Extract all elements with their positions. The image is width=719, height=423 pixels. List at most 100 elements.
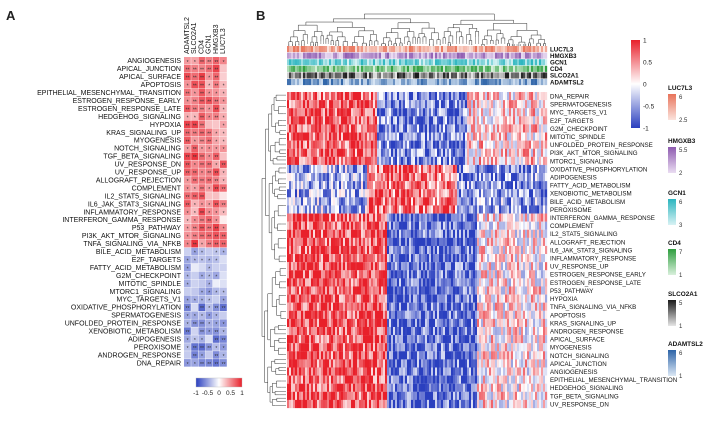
panel-b-heatmap-cell [519, 140, 522, 149]
panel-b-heatmap-cell [429, 286, 432, 295]
panel-b-track-cell [289, 65, 292, 72]
panel-b-heatmap-cell [345, 245, 348, 255]
panel-a-significance-mark: * [208, 282, 210, 288]
panel-b-heatmap-cell [383, 164, 386, 174]
panel-b-heatmap-cell [407, 156, 410, 166]
panel-b-track-cell [467, 65, 470, 72]
panel-b-heatmap-cell [307, 140, 310, 149]
panel-b-heatmap-cell [505, 221, 508, 230]
panel-b-track-cell [371, 52, 374, 59]
panel-b-track-cell [497, 59, 500, 66]
panel-b-heatmap-cell [505, 262, 508, 271]
panel-b-heatmap-cell [291, 262, 294, 271]
panel-b-heatmap-cell [473, 310, 476, 319]
panel-b-heatmap-cell [485, 100, 488, 109]
panel-b-heatmap-cell [531, 132, 534, 141]
panel-b-heatmap-cell [437, 140, 440, 149]
panel-b-heatmap-cell [299, 221, 302, 230]
panel-b-heatmap-cell [543, 197, 546, 206]
panel-b-heatmap-cell [379, 286, 382, 295]
panel-b-heatmap-cell [513, 205, 516, 214]
panel-b-track-cell [303, 52, 306, 59]
panel-b-heatmap-cell [395, 181, 398, 190]
panel-b-track-cell [323, 59, 326, 66]
panel-b-heatmap-cell [351, 286, 354, 295]
panel-b-heatmap-cell [483, 124, 486, 133]
panel-b-track-cell [297, 72, 300, 79]
panel-b-heatmap-cell [387, 116, 390, 125]
panel-b-heatmap-cell [459, 229, 462, 238]
panel-a-cell [220, 359, 227, 367]
panel-b-track-cell [481, 72, 484, 79]
panel-b-track-cell [507, 72, 510, 79]
panel-b-track-cell [365, 79, 368, 86]
panel-b-heatmap-cell [529, 132, 532, 141]
panel-b-track-cell [327, 79, 330, 86]
panel-b-heatmap-cell [425, 140, 428, 149]
panel-b-heatmap-cell [417, 148, 420, 157]
panel-b-heatmap-cell [399, 148, 402, 157]
panel-b-track-cell [505, 52, 508, 59]
panel-b-heatmap-cell [541, 92, 544, 101]
panel-b-heatmap-cell [481, 148, 484, 157]
panel-b-heatmap-cell [491, 124, 494, 133]
panel-b-track-cell [475, 65, 478, 72]
panel-b-heatmap-cell [375, 92, 378, 101]
panel-b-heatmap-cell [517, 140, 520, 149]
panel-b-heatmap-cell [529, 100, 532, 109]
panel-b-heatmap-cell [451, 148, 454, 157]
panel-b-heatmap-cell [431, 181, 434, 190]
panel-b-heatmap-cell [309, 245, 312, 255]
panel-a-cell [212, 263, 220, 272]
panel-b-heatmap-cell [461, 213, 464, 222]
panel-b-heatmap-cell [377, 262, 380, 271]
panel-b-heatmap-cell [329, 245, 332, 255]
panel-b-heatmap-cell [501, 254, 504, 263]
panel-b-heatmap-cell [315, 164, 318, 174]
panel-b-heatmap-cell [455, 245, 458, 255]
panel-b-heatmap-cell [485, 148, 488, 157]
panel-b-heatmap-cell [365, 229, 368, 238]
panel-b-heatmap-cell [449, 229, 452, 238]
panel-b-track-cell [301, 59, 304, 66]
panel-b-heatmap-cell [295, 92, 298, 101]
panel-a-cell [220, 72, 227, 81]
panel-b-heatmap-cell [325, 221, 328, 230]
panel-b-track-cell [333, 46, 336, 53]
panel-b-track-cell [399, 79, 402, 86]
panel-b-heatmap-cell [455, 181, 458, 190]
panel-a-cell [198, 247, 206, 256]
panel-b-heatmap-cell [437, 132, 440, 141]
panel-b-heatmap-cell [525, 189, 528, 198]
panel-b-heatmap-cell [341, 140, 344, 149]
panel-b-heatmap-cell [377, 181, 380, 190]
panel-b-heatmap-cell [297, 310, 300, 319]
panel-b-heatmap-cell [489, 189, 492, 198]
panel-b-heatmap-cell [483, 254, 486, 263]
panel-b-heatmap-cell [511, 286, 514, 295]
panel-b-track-cell [449, 52, 452, 59]
panel-b-heatmap-cell [399, 116, 402, 125]
panel-a-cell [198, 255, 206, 264]
panel-b-heatmap-cell [355, 181, 358, 190]
panel-b-heatmap-cell [509, 270, 512, 279]
panel-a-significance-mark: ** [207, 179, 211, 185]
panel-b-heatmap-cell [405, 213, 408, 222]
panel-b-heatmap-cell [353, 173, 356, 182]
panel-b-heatmap-cell [335, 148, 338, 157]
panel-b-heatmap-cell [429, 156, 432, 166]
panel-b-heatmap-cell [523, 132, 526, 141]
panel-b-heatmap-cell [417, 213, 420, 222]
panel-b-track-cell [369, 59, 372, 66]
panel-a-cell [198, 359, 206, 367]
panel-b-heatmap-cell [465, 213, 468, 222]
panel-b-heatmap-cell [299, 132, 302, 141]
panel-b-heatmap-cell [541, 173, 544, 182]
panel-a-significance-mark: * [187, 84, 189, 90]
panel-a-cell [220, 295, 227, 304]
panel-b-heatmap-cell [519, 156, 522, 166]
panel-a-cell [212, 200, 220, 208]
panel-b-heatmap-cell [315, 132, 318, 141]
panel-b-heatmap-cell [507, 181, 510, 190]
panel-b-heatmap-cell [449, 132, 452, 141]
